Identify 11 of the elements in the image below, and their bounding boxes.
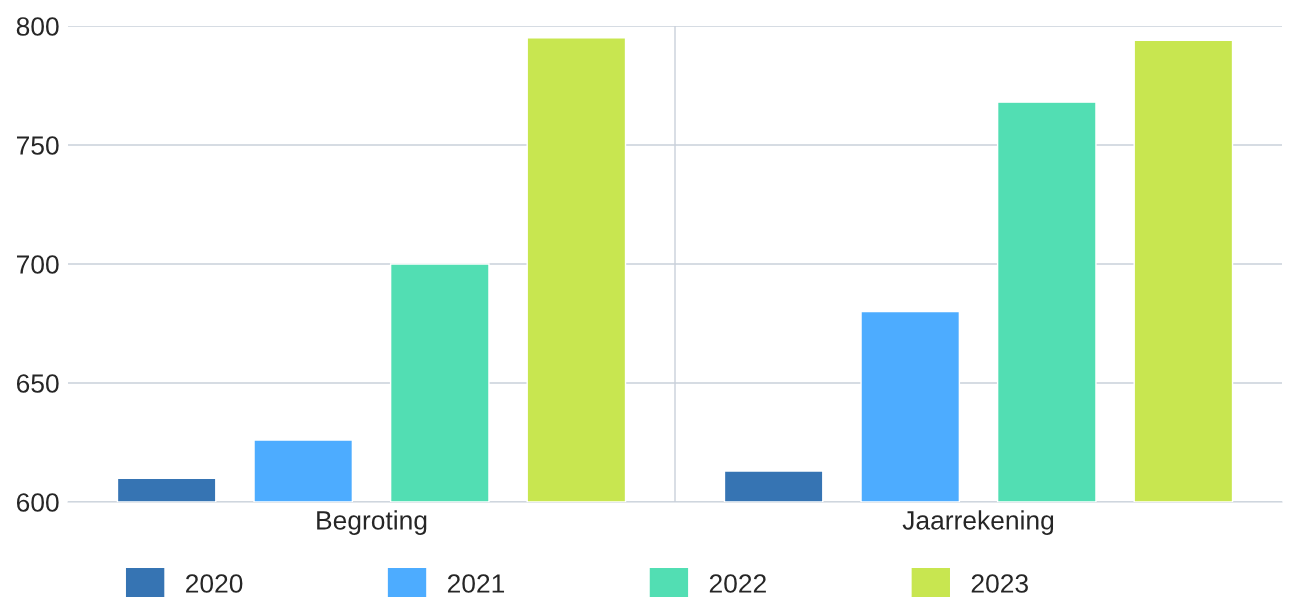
x-tick-label: Begroting xyxy=(317,510,427,535)
legend-label: 2020 xyxy=(186,574,243,593)
y-tick-label: 700 xyxy=(17,255,59,274)
y-tick-label: 600 xyxy=(16,493,59,512)
y-tick-label: 800 xyxy=(16,17,59,36)
legend-label: 2021 xyxy=(447,574,505,593)
legend-label: 2022 xyxy=(709,574,766,593)
y-tick-label: 750 xyxy=(17,136,59,155)
legend-label: 2023 xyxy=(971,574,1028,593)
x-tick-label: Jaarrekening xyxy=(902,510,1054,535)
y-tick-label: 650 xyxy=(16,374,59,393)
